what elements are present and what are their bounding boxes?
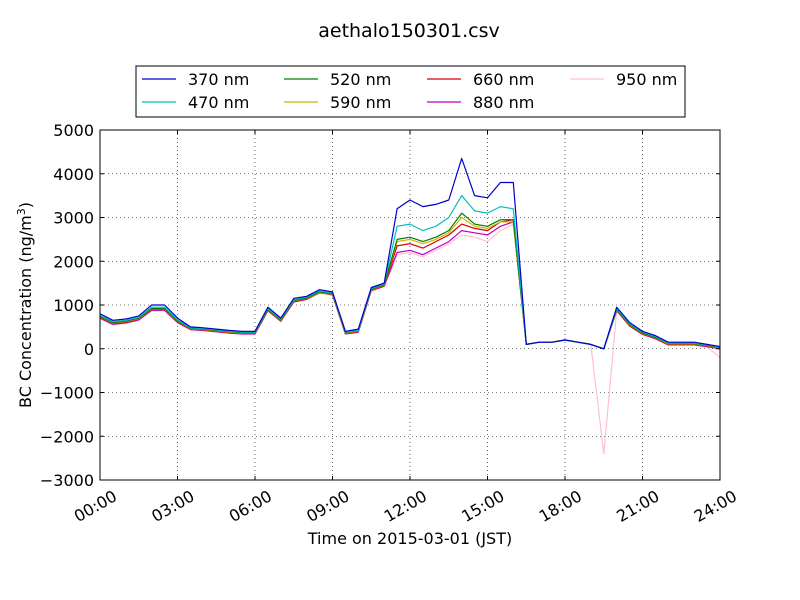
y-axis-title-superscript: 3 bbox=[15, 208, 28, 215]
y-tick-label: −2000 bbox=[40, 427, 94, 446]
y-tick-label: 5000 bbox=[53, 121, 94, 140]
series-line-370-nm bbox=[99, 157, 721, 350]
legend-items: 370 nm 470 nm 520 nm 590 nm 660 nm 880 nm 950 … bbox=[142, 70, 677, 112]
y-tick-label: −3000 bbox=[40, 471, 94, 490]
y-tick-label: 2000 bbox=[53, 252, 94, 271]
legend-label: 950 nm bbox=[616, 70, 677, 89]
y-tick-label: 1000 bbox=[53, 296, 94, 315]
legend-label: 520 nm bbox=[330, 70, 391, 89]
legend: 370 nm 470 nm 520 nm 590 nm 660 nm 880 nm 950 … bbox=[135, 65, 686, 118]
legend-label: 880 nm bbox=[473, 93, 534, 112]
y-axis-title-main: BC Concentration (ng/m bbox=[16, 215, 35, 408]
axis-ticks: 00:00 03:00 06:00 09:00 12:00 15:00 18:00 21:00… bbox=[40, 121, 740, 526]
x-tick-label: 06:00 bbox=[226, 486, 275, 526]
y-axis-title-tail: ) bbox=[16, 202, 35, 208]
x-tick-label: 21:00 bbox=[613, 486, 662, 526]
legend-label: 470 nm bbox=[188, 93, 249, 112]
series-lines bbox=[99, 157, 721, 455]
legend-label: 370 nm bbox=[188, 70, 249, 89]
x-tick-label: 03:00 bbox=[148, 486, 197, 526]
legend-box bbox=[135, 65, 686, 118]
y-axis-title: BC Concentration (ng/m3) bbox=[15, 202, 35, 408]
x-tick-label: 12:00 bbox=[381, 486, 430, 526]
legend-label: 660 nm bbox=[473, 70, 534, 89]
grid-lines bbox=[100, 130, 720, 480]
x-tick-label: 00:00 bbox=[71, 486, 120, 526]
x-tick-label: 09:00 bbox=[303, 486, 352, 526]
y-axis-title-group: BC Concentration (ng/m3) bbox=[15, 202, 35, 408]
x-axis-title: Time on 2015-03-01 (JST) bbox=[307, 529, 512, 548]
x-tick-label: 15:00 bbox=[458, 486, 507, 526]
x-tick-label: 24:00 bbox=[691, 486, 740, 526]
y-tick-label: 0 bbox=[84, 340, 94, 359]
y-tick-label: −1000 bbox=[40, 384, 94, 403]
legend-label: 590 nm bbox=[330, 93, 391, 112]
x-tick-label: 18:00 bbox=[536, 486, 585, 526]
y-tick-label: 4000 bbox=[53, 165, 94, 184]
chart-title: aethalo150301.csv bbox=[318, 20, 500, 42]
y-tick-label: 3000 bbox=[53, 209, 94, 228]
